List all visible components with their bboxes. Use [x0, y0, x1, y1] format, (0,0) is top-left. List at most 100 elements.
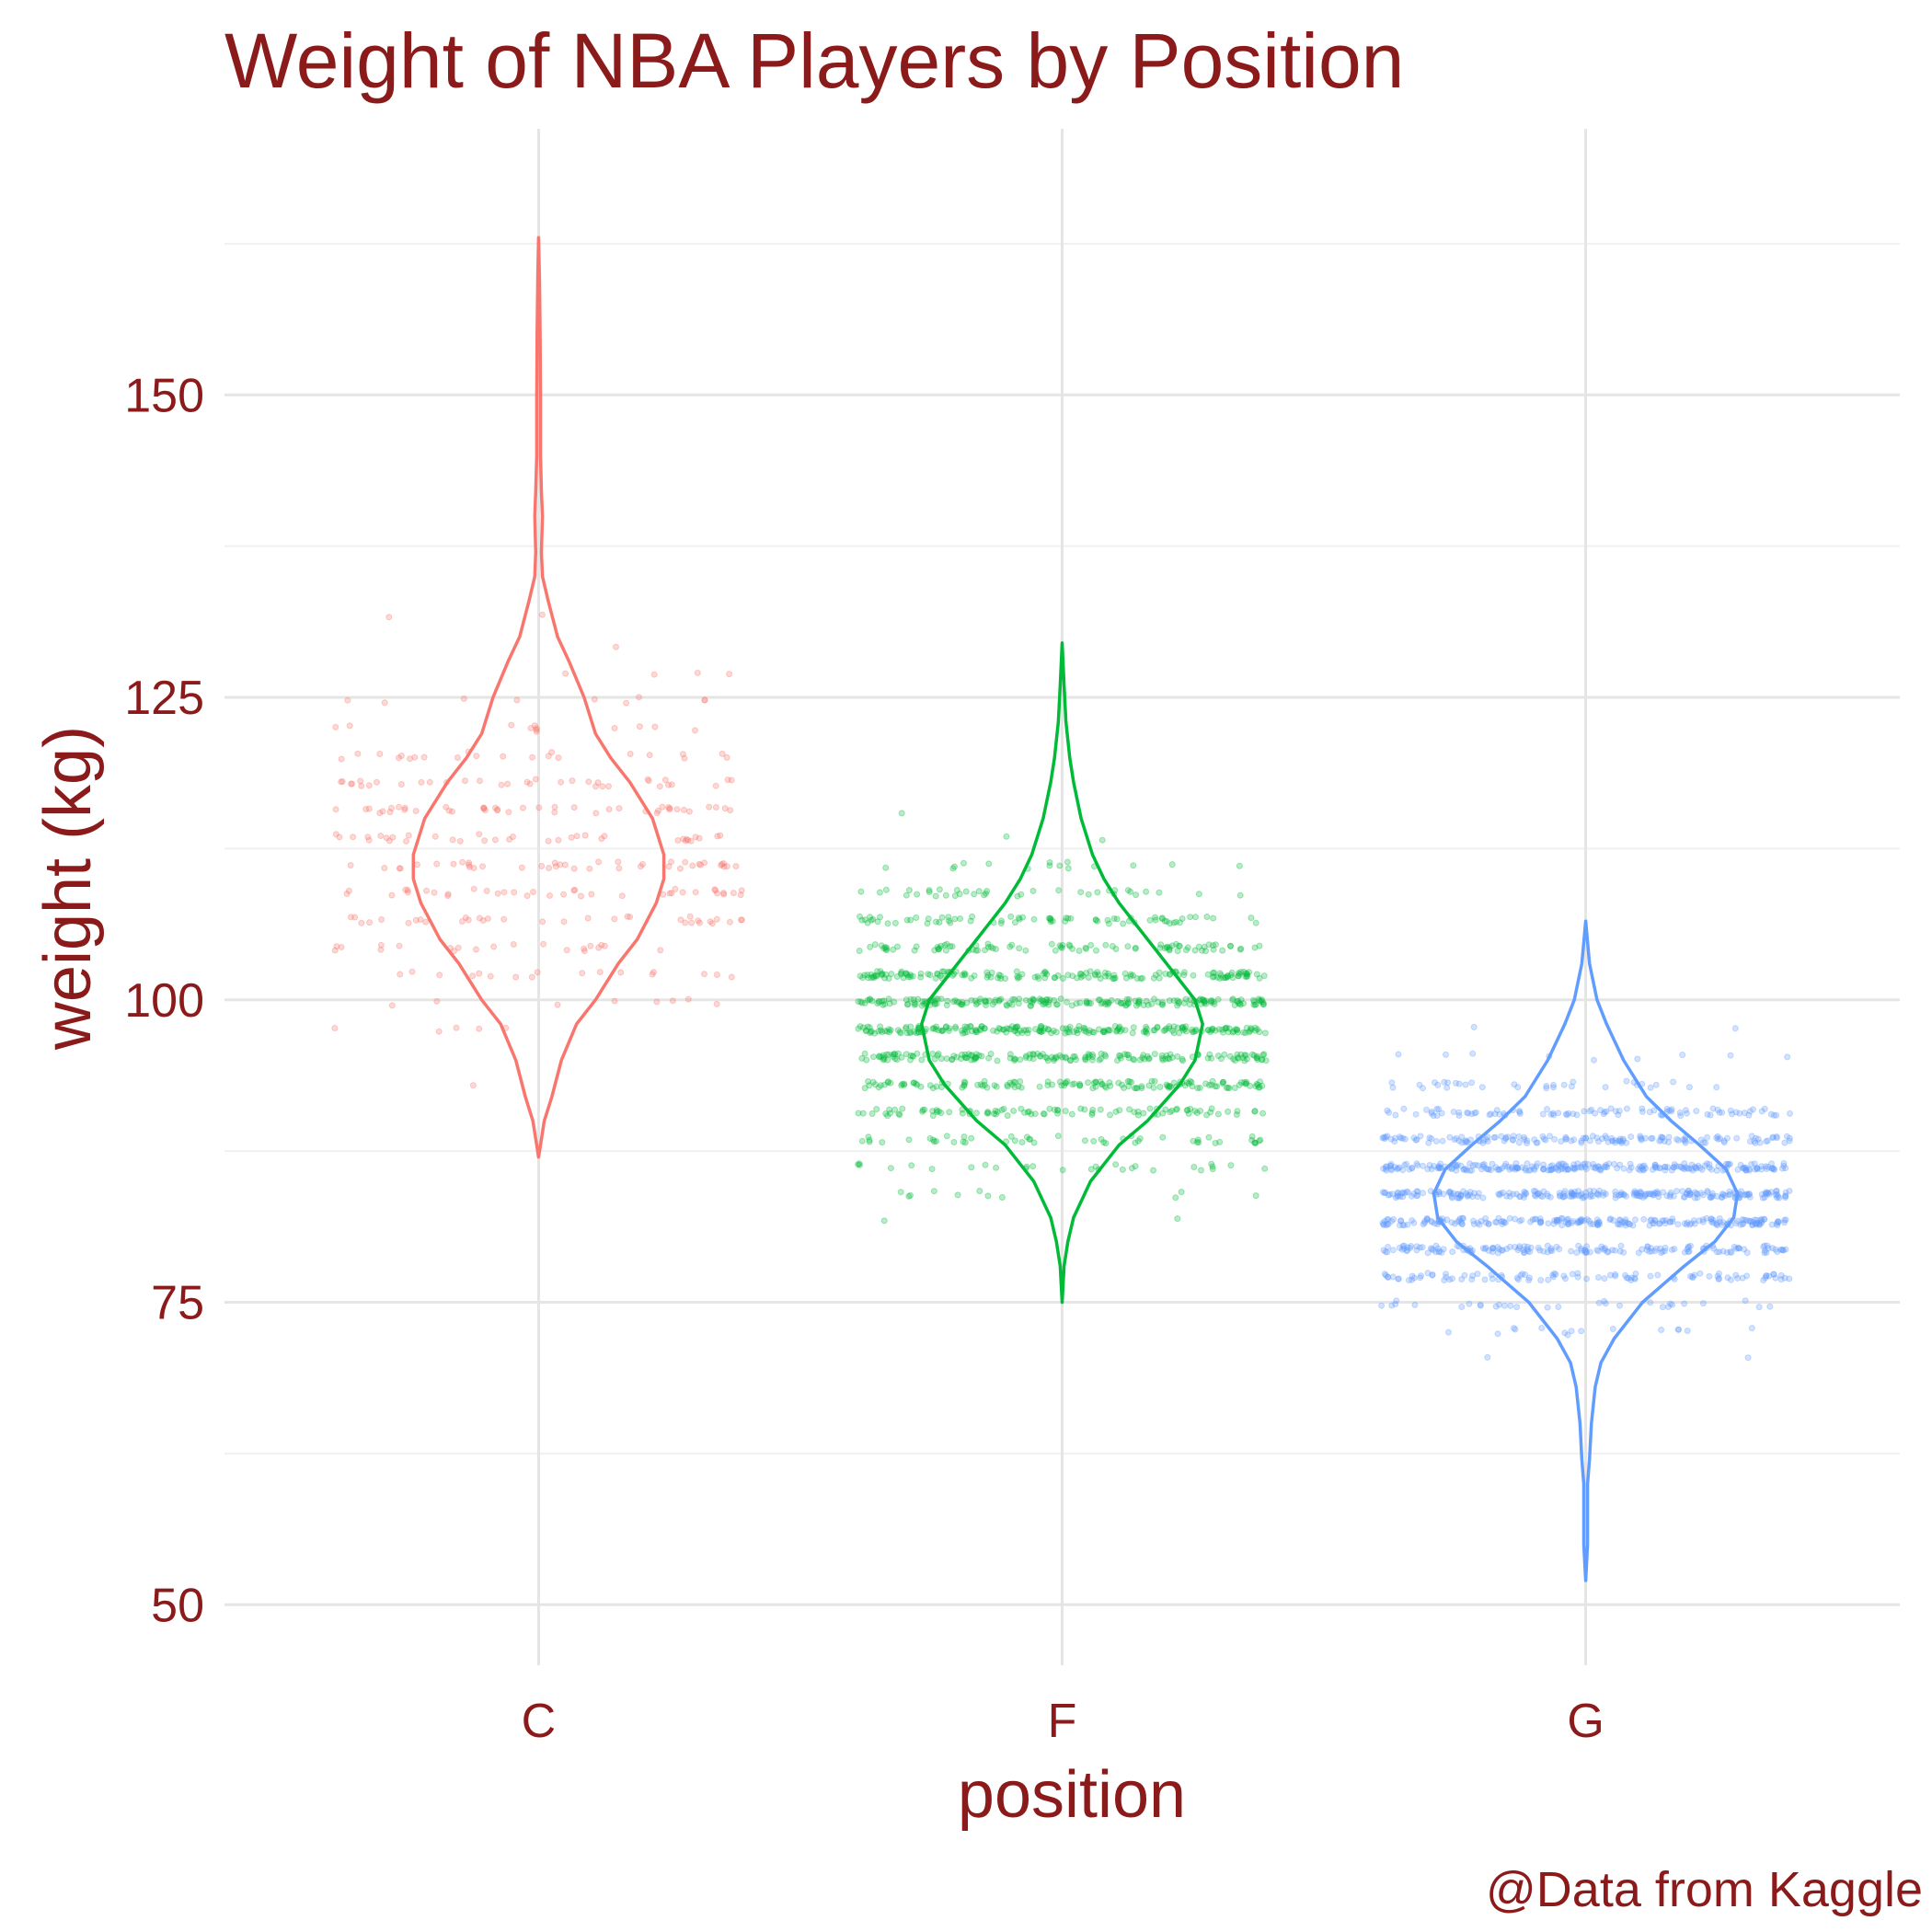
data-point [1618, 1219, 1626, 1225]
data-point [899, 1080, 906, 1087]
data-point [1658, 1327, 1665, 1333]
data-point [1127, 888, 1134, 895]
data-point [1410, 1190, 1418, 1198]
data-point [1102, 1000, 1109, 1007]
data-point [1603, 1134, 1610, 1142]
data-point [1046, 915, 1053, 923]
data-point [1243, 1024, 1250, 1031]
data-point [1010, 1108, 1018, 1114]
data-point [418, 778, 425, 786]
data-point [1054, 1107, 1062, 1114]
data-point [1009, 995, 1017, 1003]
data-point [1014, 974, 1021, 982]
data-point [1235, 972, 1242, 980]
data-point [1501, 1219, 1508, 1225]
data-point [1146, 916, 1154, 924]
data-point [701, 859, 708, 867]
data-point [1045, 1001, 1052, 1008]
data-point [1408, 1243, 1415, 1249]
data-point [1604, 1164, 1611, 1170]
data-point [1713, 1220, 1720, 1226]
data-point [1187, 1077, 1194, 1085]
data-point [1414, 1188, 1421, 1195]
data-point [1561, 1188, 1569, 1195]
data-point [1108, 996, 1115, 1004]
data-point [1742, 1166, 1750, 1173]
data-point [1041, 968, 1049, 975]
data-point [1620, 1190, 1627, 1198]
data-point [1013, 1023, 1020, 1030]
data-point [1085, 1079, 1092, 1087]
data-point [1735, 1245, 1742, 1252]
data-point [880, 1001, 887, 1008]
data-point [1239, 1054, 1247, 1062]
data-point [891, 1106, 899, 1113]
data-point [1768, 1160, 1775, 1167]
data-point [949, 998, 957, 1006]
data-point [1029, 999, 1036, 1006]
data-point [983, 969, 991, 976]
data-point [972, 1054, 980, 1062]
data-point [1152, 914, 1158, 921]
data-point [911, 947, 918, 954]
data-point [903, 1001, 911, 1008]
data-point [332, 831, 339, 838]
data-point [1203, 1111, 1211, 1119]
data-point [1494, 1330, 1501, 1338]
data-point [1674, 1326, 1682, 1333]
data-point [926, 972, 934, 979]
data-point [1741, 1165, 1748, 1172]
data-point [1501, 1219, 1509, 1226]
data-point [1540, 1161, 1547, 1168]
data-point [1779, 1247, 1787, 1254]
data-point [881, 944, 889, 951]
data-point [899, 1105, 906, 1112]
data-point [972, 1053, 980, 1061]
data-point [1222, 1025, 1229, 1032]
data-point [1051, 1057, 1057, 1064]
data-point [613, 643, 619, 650]
data-point [1003, 833, 1010, 840]
data-point [1758, 1190, 1765, 1198]
data-point [1449, 1248, 1456, 1256]
data-point [1002, 975, 1009, 983]
data-point [1142, 1028, 1149, 1034]
data-point [1097, 996, 1103, 1004]
data-point [688, 919, 696, 926]
data-point [627, 751, 634, 757]
data-point [1509, 1136, 1516, 1144]
data-point [1163, 1081, 1170, 1088]
data-point [1251, 1001, 1259, 1008]
data-point [1065, 941, 1073, 949]
data-point [1006, 1000, 1013, 1007]
data-point [444, 891, 452, 898]
data-point [1560, 1193, 1568, 1201]
data-point [1591, 1056, 1597, 1064]
data-point [1453, 1167, 1460, 1174]
data-point [1044, 1078, 1052, 1086]
data-point [1074, 1029, 1081, 1037]
data-point [1119, 1081, 1125, 1088]
data-point [1648, 1245, 1655, 1252]
data-point [397, 781, 405, 788]
data-point [668, 858, 674, 866]
data-point [1433, 1106, 1441, 1112]
data-point [1506, 1214, 1513, 1222]
data-point [1623, 1274, 1630, 1282]
data-point [938, 1027, 946, 1034]
data-point [1708, 1166, 1715, 1173]
data-point [558, 778, 565, 786]
data-point [1447, 1190, 1455, 1198]
data-point [1693, 1190, 1700, 1197]
data-point [1617, 1191, 1625, 1198]
data-point [1034, 972, 1041, 980]
data-point [886, 1029, 893, 1036]
data-point [1765, 1245, 1772, 1252]
data-point [978, 1023, 985, 1030]
data-point [1176, 1029, 1183, 1037]
data-point [1052, 1029, 1060, 1036]
data-point [956, 891, 963, 898]
data-point [1071, 1053, 1078, 1060]
data-point [696, 834, 703, 842]
data-point [875, 998, 882, 1006]
